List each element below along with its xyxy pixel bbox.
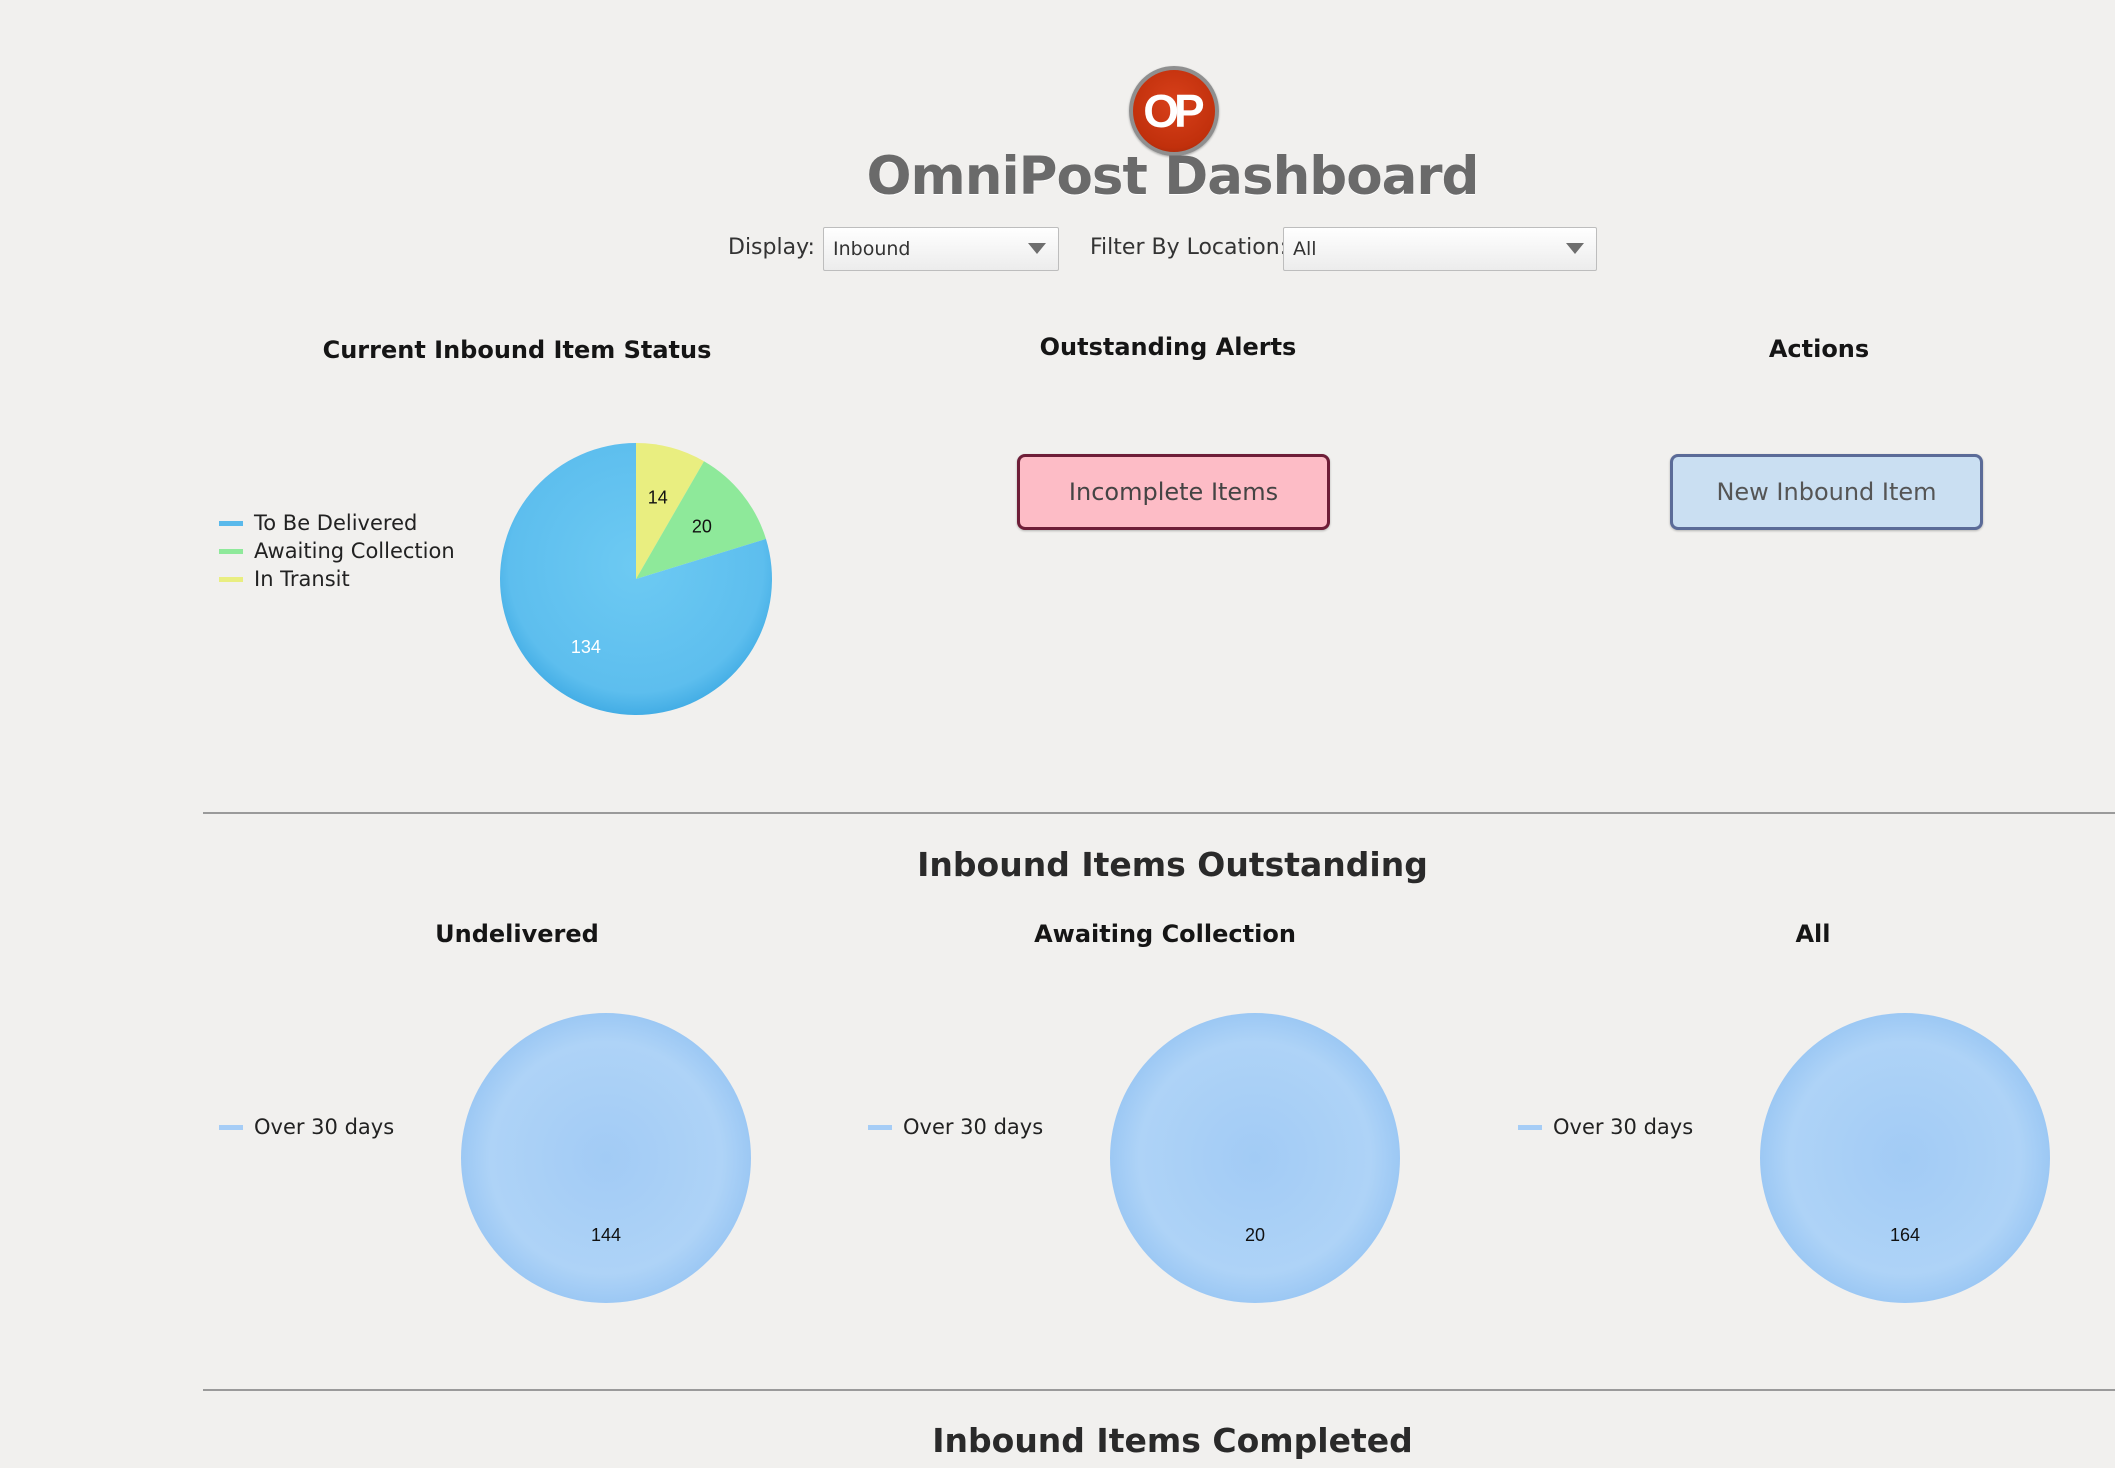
legend-label: Over 30 days <box>254 1115 395 1139</box>
chevron-down-icon <box>1566 243 1584 254</box>
legend-swatch <box>219 576 243 582</box>
pie-label-in-transit: 14 <box>648 488 668 508</box>
location-select-value: All <box>1293 238 1317 260</box>
awaiting-collection-chart-title: Awaiting Collection <box>1034 920 1296 948</box>
legend-swatch <box>219 520 243 526</box>
legend-label: Awaiting Collection <box>254 539 455 563</box>
display-label: Display: <box>728 235 815 260</box>
status-pie-chart: 14 20 134 <box>500 443 772 715</box>
legend-swatch <box>219 548 243 554</box>
awaiting-collection-legend: Over 30 days <box>868 1113 1043 1141</box>
legend-swatch <box>868 1124 892 1130</box>
new-inbound-item-label: New Inbound Item <box>1716 478 1937 506</box>
pie-value-label: 164 <box>1890 1225 1920 1245</box>
incomplete-items-label: Incomplete Items <box>1068 478 1279 506</box>
incomplete-items-button[interactable]: Incomplete Items <box>1017 454 1330 530</box>
legend-label: To Be Delivered <box>254 511 418 535</box>
pie-slice-in-transit <box>636 443 704 579</box>
undelivered-legend: Over 30 days <box>219 1113 394 1141</box>
pie-slice-over-30-days <box>461 1013 751 1303</box>
legend-item-awaiting-collection: Awaiting Collection <box>219 537 455 565</box>
pie-slice-to-be-delivered <box>500 443 772 715</box>
location-label: Filter By Location: <box>1090 235 1288 260</box>
all-chart-title: All <box>1795 920 1831 948</box>
alerts-title: Outstanding Alerts <box>1039 333 1297 361</box>
legend-label: Over 30 days <box>1553 1115 1694 1139</box>
actions-title: Actions <box>1768 335 1870 363</box>
awaiting-collection-pie-chart: 20 <box>1110 1013 1400 1303</box>
legend-label: In Transit <box>254 567 350 591</box>
pie-value-label: 20 <box>1245 1225 1265 1245</box>
section-divider <box>203 812 2115 814</box>
display-select[interactable]: Inbound <box>823 227 1059 271</box>
status-legend: To Be Delivered Awaiting Collection In T… <box>219 509 455 593</box>
display-select-value: Inbound <box>833 238 911 260</box>
pie-slice-over-30-days <box>1760 1013 2050 1303</box>
undelivered-chart-title: Undelivered <box>435 920 599 948</box>
outstanding-section-title: Inbound Items Outstanding <box>917 845 1428 884</box>
page-title: OmniPost Dashboard <box>866 146 1480 207</box>
pie-label-awaiting-collection: 20 <box>692 516 712 536</box>
legend-swatch <box>219 1124 243 1130</box>
completed-section-title: Inbound Items Completed <box>932 1421 1413 1460</box>
new-inbound-item-button[interactable]: New Inbound Item <box>1670 454 1983 530</box>
pie-value-label: 144 <box>591 1225 621 1245</box>
legend-swatch <box>1518 1124 1542 1130</box>
status-chart-title: Current Inbound Item Status <box>322 336 712 364</box>
legend-item-over-30-days: Over 30 days <box>219 1113 394 1141</box>
legend-item-over-30-days: Over 30 days <box>1518 1113 1693 1141</box>
all-legend: Over 30 days <box>1518 1113 1693 1141</box>
logo-text: OP <box>1143 85 1205 137</box>
legend-item-in-transit: In Transit <box>219 565 455 593</box>
pie-slice-awaiting-collection <box>636 461 766 579</box>
undelivered-pie-chart: 144 <box>461 1013 751 1303</box>
chevron-down-icon <box>1028 243 1046 254</box>
legend-item-to-be-delivered: To Be Delivered <box>219 509 455 537</box>
legend-item-over-30-days: Over 30 days <box>868 1113 1043 1141</box>
omnipost-logo: OP <box>1129 66 1219 156</box>
pie-label-to-be-delivered: 134 <box>571 637 601 657</box>
pie-slice-over-30-days <box>1110 1013 1400 1303</box>
section-divider <box>203 1389 2115 1391</box>
location-select[interactable]: All <box>1283 227 1597 271</box>
legend-label: Over 30 days <box>903 1115 1044 1139</box>
all-pie-chart: 164 <box>1760 1013 2050 1303</box>
